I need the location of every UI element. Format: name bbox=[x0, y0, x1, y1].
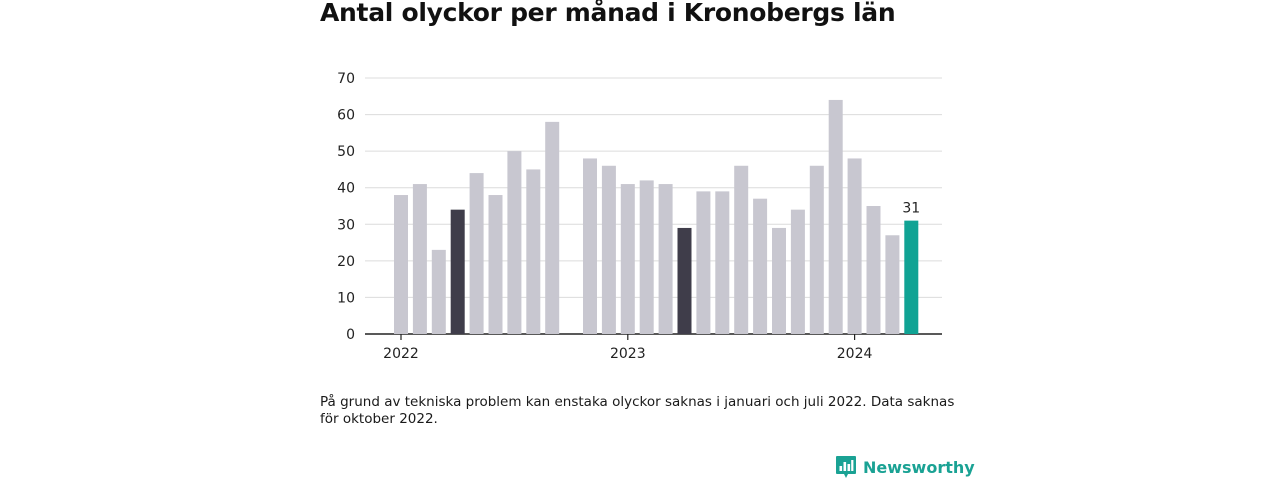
x-tick-label: 2024 bbox=[837, 346, 873, 362]
bar-2024-03 bbox=[885, 235, 900, 334]
bar-2022-06 bbox=[488, 195, 503, 334]
bar-2022-07 bbox=[507, 151, 522, 334]
bars bbox=[394, 99, 919, 334]
bar-chart: 0 10 20 30 40 50 60 70 2022 2023 2024 31 bbox=[337, 71, 942, 362]
brand-name: Newsworthy bbox=[863, 457, 975, 477]
bar-chart-logo-icon bbox=[836, 456, 856, 478]
bar-2023-12 bbox=[828, 99, 843, 334]
bar-2022-08 bbox=[526, 169, 541, 334]
bar-2024-04 bbox=[904, 220, 919, 334]
footnote: På grund av tekniska problem kan enstaka… bbox=[320, 394, 955, 427]
bar-2022-05 bbox=[469, 173, 484, 334]
bar-2023-03 bbox=[658, 184, 673, 334]
bar-2022-12 bbox=[601, 165, 616, 334]
bar-2022-11 bbox=[583, 158, 597, 334]
bar-2023-07 bbox=[734, 165, 749, 334]
bar-2023-09 bbox=[772, 227, 786, 334]
brand-logo: Newsworthy bbox=[835, 455, 975, 479]
bar-2023-10 bbox=[790, 209, 805, 334]
bar-2023-04 bbox=[677, 227, 692, 334]
bar-2023-01 bbox=[620, 184, 635, 334]
y-tick-label: 60 bbox=[337, 108, 355, 124]
y-tick-label: 0 bbox=[346, 327, 355, 343]
bar-2023-06 bbox=[715, 191, 730, 334]
y-tick-label: 50 bbox=[337, 144, 355, 160]
bar-2023-02 bbox=[639, 180, 654, 334]
bar-2022-04 bbox=[450, 209, 465, 334]
y-tick-label: 20 bbox=[337, 254, 355, 270]
bar-2024-01 bbox=[847, 158, 862, 334]
bar-2022-02 bbox=[412, 184, 427, 334]
x-tick-label: 2022 bbox=[383, 346, 419, 362]
axis-labels: 0 10 20 30 40 50 60 70 2022 2023 2024 31 bbox=[337, 71, 920, 362]
bar-2024-02 bbox=[866, 206, 881, 334]
bar-2022-09 bbox=[545, 121, 560, 334]
bar-2023-05 bbox=[696, 191, 711, 334]
data-label: 31 bbox=[902, 201, 920, 217]
bar-2023-08 bbox=[753, 198, 768, 334]
y-tick-label: 70 bbox=[337, 71, 355, 87]
chart-title: Antal olyckor per månad i Kronobergs län bbox=[320, 0, 896, 27]
y-tick-label: 40 bbox=[337, 181, 355, 197]
bar-2023-11 bbox=[809, 165, 824, 334]
bar-2022-01 bbox=[394, 195, 408, 334]
x-tick-label: 2023 bbox=[610, 346, 646, 362]
y-tick-label: 10 bbox=[337, 290, 355, 306]
bar-2022-03 bbox=[431, 249, 446, 334]
y-tick-label: 30 bbox=[337, 217, 355, 233]
